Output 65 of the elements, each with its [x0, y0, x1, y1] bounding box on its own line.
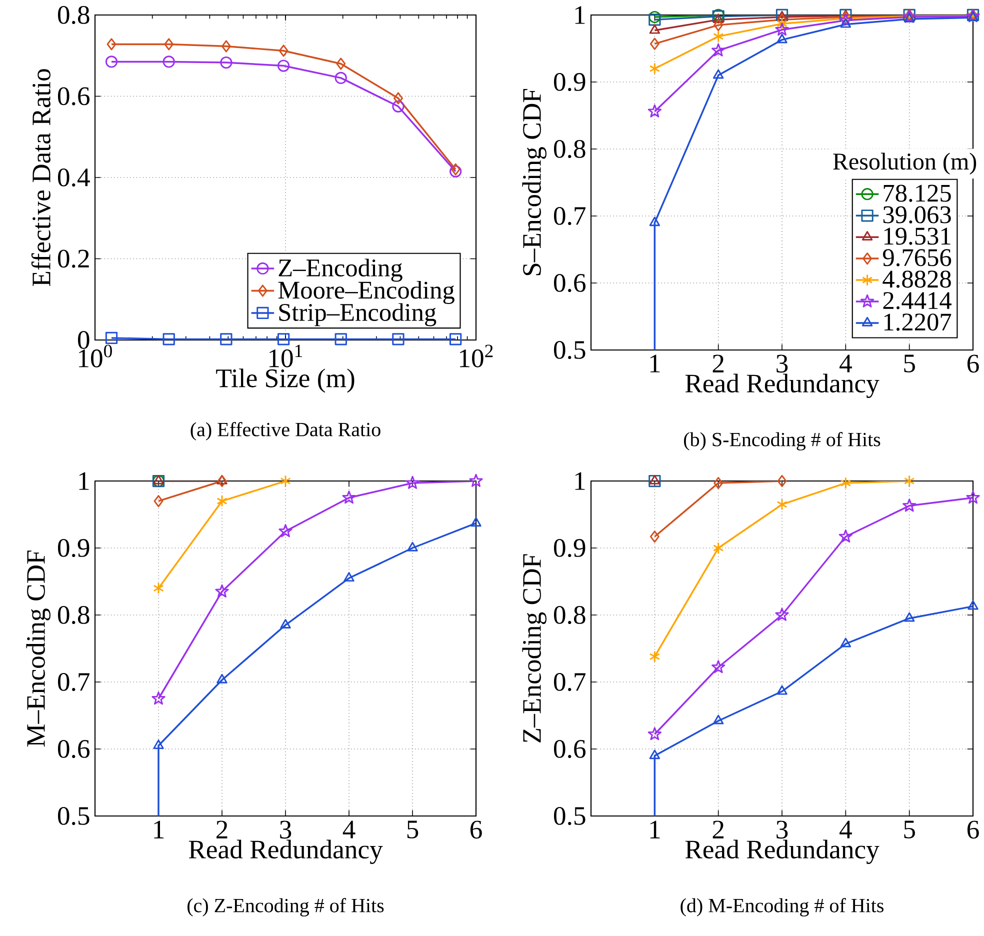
y-tick-label: 0.5 — [58, 806, 90, 826]
y-tick-label: 0.5 — [554, 340, 586, 360]
y-tick-label: 0.8 — [58, 6, 90, 24]
y-tick-label: 0.7 — [554, 206, 586, 226]
legend-label: Z–Encoding — [278, 258, 402, 282]
y-axis-title: Effective Data Ratio — [31, 69, 50, 286]
y-tick-label: 1 — [79, 472, 89, 490]
x-tick-label: 4 — [840, 354, 852, 372]
x-tick-label: 6 — [470, 820, 482, 839]
x-tick-label: 5 — [904, 354, 915, 372]
x-tick-label: 2 — [216, 820, 228, 838]
y-tick-label: 0.9 — [58, 538, 90, 558]
y-tick-label: 0.7 — [554, 672, 586, 692]
x-tick-label: 5 — [407, 820, 418, 838]
y-tick-label: 0.6 — [554, 740, 586, 758]
x-tick-label: 10$^{1}$ — [270, 344, 302, 368]
y-tick-label: 0.8 — [554, 140, 586, 158]
legend-label: Strip–Encoding — [279, 303, 436, 326]
x-tick-label: 6 — [967, 354, 979, 373]
text: (b) S-Encoding # of Hits — [684, 432, 880, 450]
text: (c) Z-Encoding # of Hits — [188, 898, 384, 916]
y-tick-label: 0.9 — [554, 538, 586, 558]
y-tick-label: 0.7 — [58, 672, 90, 692]
y-tick-label: 0.4 — [58, 168, 90, 187]
legend-label: 39.063 — [883, 206, 951, 224]
y-tick-label: 1 — [575, 472, 585, 490]
y-tick-label: 0.8 — [58, 606, 90, 624]
x-tick-label: 3 — [776, 354, 788, 373]
y-tick-label: 0.6 — [554, 274, 586, 292]
x-tick-label: 5 — [904, 820, 915, 838]
y-tick-label: 0.8 — [554, 606, 586, 624]
y-axis-title: S–Encoding CDF — [522, 89, 546, 276]
x-axis-title: Tile Size (m) — [216, 368, 354, 393]
y-tick-label: 0.6 — [58, 740, 90, 758]
y-tick-label: 0.2 — [58, 250, 89, 268]
legend-label: 9.7656 — [883, 249, 952, 266]
y-axis-title: M–Encoding CDF — [26, 550, 50, 747]
x-tick-label: 1 — [650, 354, 660, 372]
x-tick-label: 10$^{2}$ — [460, 344, 493, 368]
text: (a) Effective Data Ratio — [190, 422, 380, 440]
x-axis-title: Read Redundancy — [685, 840, 880, 864]
legend-label: Moore–Encoding — [278, 280, 454, 304]
x-tick-label: 4 — [342, 820, 356, 838]
legend-label: 1.2207 — [884, 314, 952, 331]
y-tick-label: 0.5 — [554, 806, 586, 826]
x-tick-label: 3 — [776, 820, 788, 839]
x-axis-title: Read Redundancy — [188, 840, 383, 864]
y-axis-title: Z–Encoding CDF — [522, 554, 546, 742]
legend-title: Resolution (m) — [833, 152, 976, 175]
x-tick-label: 4 — [840, 820, 852, 838]
x-tick-label: 2 — [712, 354, 724, 372]
x-axis-title: Read Redundancy — [685, 374, 880, 398]
x-tick-label: 2 — [712, 820, 724, 838]
x-tick-label: 6 — [967, 820, 979, 839]
legend-label: 19.531 — [884, 228, 950, 245]
legend-label: 78.125 — [884, 184, 951, 202]
x-tick-label: 1 — [154, 820, 164, 838]
y-tick-label: 1 — [575, 6, 585, 24]
y-tick-label: 0.9 — [554, 72, 586, 92]
legend-label: 4.8828 — [882, 270, 951, 288]
y-tick-label: 0.6 — [58, 87, 90, 106]
x-tick-label: 1 — [650, 820, 660, 838]
legend-label: 2.4414 — [883, 292, 952, 310]
text: (d) M-Encoding # of Hits — [680, 898, 884, 916]
x-tick-label: 3 — [280, 820, 292, 839]
